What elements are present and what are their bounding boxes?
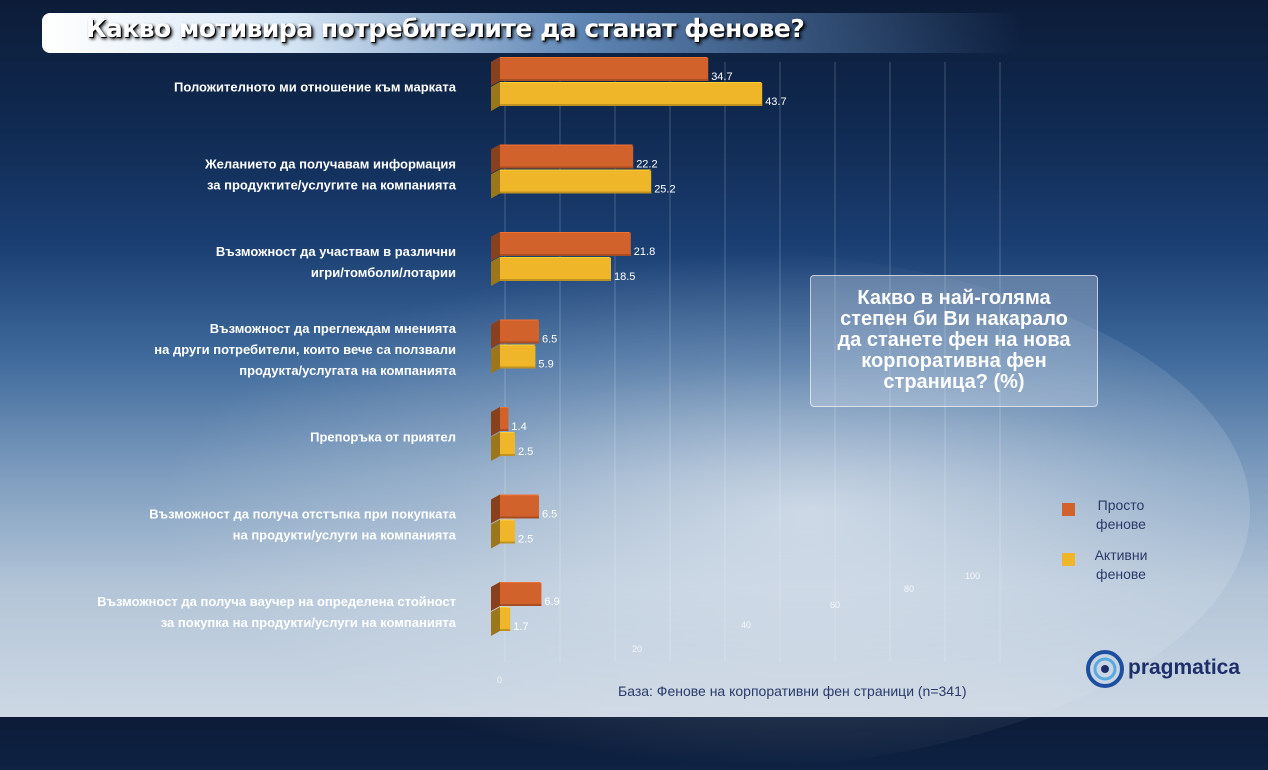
category-label: на продукти/услуги на компанията — [233, 528, 457, 543]
bar-bottom-edge — [500, 629, 511, 631]
legend-swatch-simple-fans — [1062, 503, 1075, 516]
legend-label-simple-fans: Просто фенове — [1096, 497, 1146, 532]
legend-item-simple-fans: Просто фенове — [1062, 496, 1172, 546]
bar — [500, 520, 515, 544]
axis-tick-label: 20 — [632, 644, 642, 654]
value-label: 34.7 — [711, 71, 732, 83]
value-label: 2.5 — [518, 534, 533, 546]
bar-bottom-edge — [500, 604, 542, 606]
bar-bottom-edge — [500, 366, 536, 369]
bar-side-face — [491, 344, 500, 374]
bar-side-face — [491, 319, 500, 349]
bar — [500, 58, 709, 81]
bar-bottom-edge — [500, 541, 515, 544]
bar — [500, 495, 539, 519]
bar-side-face — [491, 57, 500, 86]
bar-bottom-edge — [500, 191, 652, 194]
slide-nav: ⇦ ✎ ▤ ⇨ — [4, 688, 116, 704]
category-label: игри/томболи/лотарии — [311, 265, 456, 280]
previous-slide-icon[interactable]: ⇦ — [4, 687, 15, 702]
legend-swatch-active-fans — [1062, 553, 1075, 566]
next-slide-icon[interactable]: ⇨ — [100, 687, 111, 702]
category-label: на други потребители, които вече са полз… — [154, 342, 456, 357]
bar-side-face — [491, 257, 500, 286]
value-label: 2.5 — [518, 446, 533, 458]
bar-bottom-edge — [500, 254, 631, 256]
bar-chart: 0 20 40 60 80 100 Положителното ми отношение к… — [97, 57, 980, 685]
category-label: за продуктите/услугите на компанията — [207, 178, 457, 193]
bar — [500, 408, 509, 431]
value-label: 5.9 — [538, 359, 553, 371]
category-label: Възможност да получа отстъпка при покупк… — [149, 507, 457, 522]
bar — [500, 345, 536, 369]
bar-side-face — [491, 407, 500, 436]
value-label: 1.4 — [511, 421, 526, 433]
bar-side-face — [491, 82, 500, 111]
pragmatica-logo: pragmatica — [1084, 648, 1254, 694]
category-label: продукта/услугата на компанията — [239, 363, 457, 378]
question-box: Какво в най-голяма степен би Ви накарало… — [810, 275, 1098, 407]
value-label: 6.5 — [542, 509, 557, 521]
bar-side-face — [491, 607, 500, 636]
bar-bottom-edge — [500, 79, 709, 81]
axis-tick-label: 60 — [830, 600, 840, 610]
category-label: Възможност да преглеждам мненията — [210, 321, 457, 336]
bar-bottom-edge — [500, 166, 634, 169]
logo-swirl-icon — [1086, 650, 1124, 688]
axis-tick-label: 0 — [497, 675, 502, 685]
bar-bottom-edge — [500, 279, 611, 281]
value-label: 22.2 — [636, 159, 657, 171]
value-label: 18.5 — [614, 271, 635, 283]
bar — [500, 583, 542, 606]
category-label: Положителното ми отношение към марката — [174, 80, 457, 95]
bar — [500, 145, 634, 169]
category-label: Възможност да получа ваучер на определен… — [97, 594, 456, 609]
bar-bottom-edge — [500, 516, 539, 519]
bar-side-face — [491, 494, 500, 524]
bar-bottom-edge — [500, 104, 763, 106]
bar-bottom-edge — [500, 429, 509, 431]
bar — [500, 258, 611, 281]
logo-text: pragmatica — [1128, 656, 1241, 679]
value-label: 43.7 — [765, 96, 786, 108]
bar-bottom-edge — [500, 454, 515, 456]
bar-side-face — [491, 519, 500, 549]
base-note: База: Фенове на корпоративни фен страниц… — [618, 683, 967, 699]
bar-side-face — [491, 582, 500, 611]
category-label: за покупка на продукти/услуги на компани… — [161, 615, 457, 630]
bar-bottom-edge — [500, 341, 539, 344]
bar-side-face — [491, 169, 500, 199]
axis-tick-label: 100 — [965, 571, 980, 581]
bar — [500, 433, 515, 456]
value-label: 21.8 — [634, 246, 655, 258]
legend-label-active-fans: Активни фенове — [1094, 547, 1148, 582]
category-label: Възможност да участвам в различни — [216, 244, 456, 259]
chart-legend: Просто фенове Активни фенове — [1062, 496, 1172, 596]
axis-tick-label: 80 — [904, 584, 914, 594]
value-label: 25.2 — [654, 184, 675, 196]
category-label: Желанието да получавам информация — [204, 157, 456, 172]
bar — [500, 608, 511, 631]
value-label: 6.5 — [542, 334, 557, 346]
value-label: 1.7 — [513, 621, 528, 633]
bar-side-face — [491, 432, 500, 461]
legend-item-active-fans: Активни фенове — [1062, 546, 1172, 596]
bar-side-face — [491, 232, 500, 261]
bar — [500, 233, 631, 256]
bar-side-face — [491, 144, 500, 174]
axis-tick-label: 40 — [741, 620, 751, 630]
pen-icon[interactable]: ✎ — [36, 687, 47, 702]
slide-menu-icon[interactable]: ▤ — [68, 687, 81, 702]
category-label: Препоръка от приятел — [310, 430, 456, 445]
bar — [500, 320, 539, 344]
bar — [500, 83, 763, 106]
title-bar — [42, 13, 1022, 53]
value-label: 6.9 — [544, 596, 559, 608]
bar — [500, 170, 652, 194]
page-title: Какво мотивира потребителите да станат ф… — [86, 14, 805, 43]
